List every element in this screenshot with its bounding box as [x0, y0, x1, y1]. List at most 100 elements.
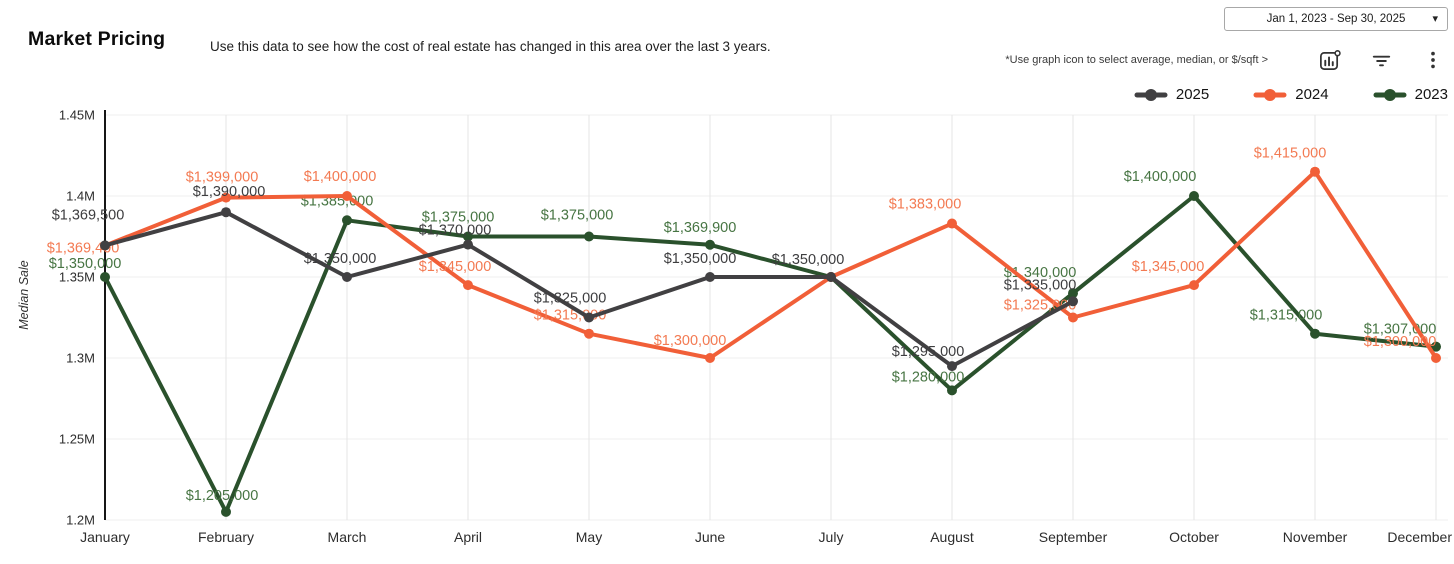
data-point-2023-March[interactable]	[342, 215, 352, 226]
graph-type-icon[interactable]	[1316, 47, 1342, 73]
data-label-2025-January: $1,369,500	[52, 207, 125, 223]
legend-label: 2023	[1414, 86, 1448, 103]
data-label-2025-August: $1,295,000	[892, 344, 965, 360]
series-line-2023	[103, 194, 1438, 514]
legend-marker-icon	[1134, 88, 1168, 101]
data-label-2023-May: $1,375,000	[541, 208, 614, 224]
data-label-2024-October: $1,345,000	[1132, 259, 1205, 275]
legend-item-2024[interactable]: 2024	[1253, 86, 1329, 103]
data-label-2025-May: $1,325,000	[534, 291, 607, 307]
x-axis-label: April	[454, 529, 482, 545]
data-label-2025-April: $1,370,000	[419, 223, 492, 239]
data-point-2023-June[interactable]	[705, 239, 715, 250]
data-point-2023-February[interactable]	[221, 506, 231, 517]
data-point-2025-June[interactable]	[705, 272, 715, 282]
data-point-2025-May[interactable]	[584, 312, 594, 323]
data-point-2024-April[interactable]	[463, 280, 473, 291]
data-label-2023-October: $1,400,000	[1124, 169, 1197, 185]
data-label-2024-June: $1,300,000	[654, 333, 727, 349]
x-axis-label: July	[819, 529, 844, 545]
x-axis-label: October	[1169, 529, 1219, 545]
data-point-2023-April[interactable]	[463, 231, 473, 242]
x-axis-label: August	[930, 529, 974, 545]
toolbar-hint: *Use graph icon to select average, media…	[1005, 54, 1268, 66]
data-label-2024-February: $1,399,000	[186, 170, 259, 186]
data-label-2024-November: $1,415,000	[1254, 146, 1327, 162]
legend-marker-icon	[1253, 88, 1287, 101]
kebab-menu-icon[interactable]	[1420, 47, 1446, 73]
x-axis-label: January	[80, 529, 130, 545]
data-point-2024-February[interactable]	[221, 192, 231, 203]
data-label-2024-August: $1,383,000	[889, 197, 962, 213]
data-point-2024-October[interactable]	[1189, 280, 1199, 291]
data-label-2023-June: $1,369,900	[664, 220, 737, 236]
data-point-2023-December[interactable]	[1431, 341, 1441, 352]
date-range-value: Jan 1, 2023 - Sep 30, 2025	[1266, 13, 1406, 25]
data-point-2025-March[interactable]	[342, 272, 352, 282]
data-point-2023-November[interactable]	[1310, 328, 1320, 339]
date-range-select[interactable]: Jan 1, 2023 - Sep 30, 2025 ▾	[1224, 7, 1448, 31]
y-tick-label: 1.25M	[59, 432, 95, 447]
data-label-2025-September: $1,335,000	[1004, 277, 1077, 293]
chart-legend: 2025 2024 2023	[1134, 86, 1448, 103]
y-tick-label: 1.35M	[59, 270, 95, 285]
filter-icon[interactable]	[1368, 47, 1394, 73]
data-point-2025-February[interactable]	[221, 207, 231, 218]
y-tick-label: 1.4M	[66, 189, 95, 204]
x-axis-label: June	[695, 529, 726, 545]
data-label-2023-January: $1,350,000	[49, 256, 122, 272]
data-point-2025-September[interactable]	[1068, 296, 1078, 307]
data-label-2024-March: $1,400,000	[304, 169, 377, 185]
toolbar: *Use graph icon to select average, media…	[1005, 46, 1446, 74]
data-label-2025-July: $1,350,000	[772, 252, 845, 268]
legend-item-2023[interactable]: 2023	[1373, 86, 1448, 103]
filter-lines-icon	[1372, 55, 1390, 66]
data-label-2025-June: $1,350,000	[664, 251, 737, 267]
data-point-2024-June[interactable]	[705, 353, 715, 363]
three-dots-icon	[1431, 51, 1435, 69]
data-label-2023-November: $1,315,000	[1250, 308, 1323, 324]
data-point-2025-July[interactable]	[826, 272, 836, 282]
x-axis-label: September	[1039, 529, 1108, 545]
x-axis-label: November	[1283, 529, 1348, 545]
data-point-2024-December[interactable]	[1431, 353, 1441, 363]
data-label-2023-August: $1,280,000	[892, 369, 965, 385]
data-point-2023-January[interactable]	[100, 272, 110, 282]
data-point-2023-May[interactable]	[584, 231, 594, 242]
x-axis-label: May	[576, 529, 602, 545]
legend-marker-icon	[1373, 88, 1407, 101]
data-point-2024-May[interactable]	[584, 328, 594, 339]
chart-icon	[1319, 49, 1341, 70]
x-axis-label: December	[1387, 529, 1452, 545]
data-point-2024-August[interactable]	[947, 218, 957, 229]
data-point-2025-August[interactable]	[947, 361, 957, 372]
data-label-2023-April: $1,375,000	[422, 210, 495, 226]
legend-item-2025[interactable]: 2025	[1134, 86, 1209, 103]
data-point-2025-January[interactable]	[100, 240, 110, 251]
data-label-2025-February: $1,390,000	[193, 184, 266, 200]
x-axis-label: March	[328, 529, 367, 545]
data-point-2023-October[interactable]	[1189, 191, 1199, 201]
data-point-2024-September[interactable]	[1068, 312, 1078, 323]
page-title: Market Pricing	[28, 28, 166, 50]
chevron-down-icon: ▾	[1432, 13, 1438, 25]
y-tick-label: 1.2M	[66, 513, 95, 528]
data-point-2025-April[interactable]	[463, 239, 473, 250]
subtitle: Use this data to see how the cost of rea…	[210, 39, 771, 54]
x-axis-label: February	[198, 529, 254, 545]
series-line-2024	[103, 169, 1438, 360]
data-point-2024-March[interactable]	[342, 191, 352, 201]
y-tick-label: 1.45M	[59, 108, 95, 123]
data-point-2024-November[interactable]	[1310, 166, 1320, 177]
legend-label: 2025	[1175, 86, 1210, 103]
data-point-2023-August[interactable]	[947, 385, 957, 396]
data-point-2023-September[interactable]	[1068, 288, 1078, 299]
data-label-2024-April: $1,345,000	[419, 259, 492, 275]
data-label-2024-December: $1,300,000	[1364, 334, 1437, 350]
legend-label: 2024	[1295, 86, 1329, 103]
y-tick-label: 1.3M	[66, 351, 95, 366]
data-label-2023-February: $1,205,000	[186, 488, 259, 504]
data-label-2025-March: $1,350,000	[304, 251, 377, 267]
